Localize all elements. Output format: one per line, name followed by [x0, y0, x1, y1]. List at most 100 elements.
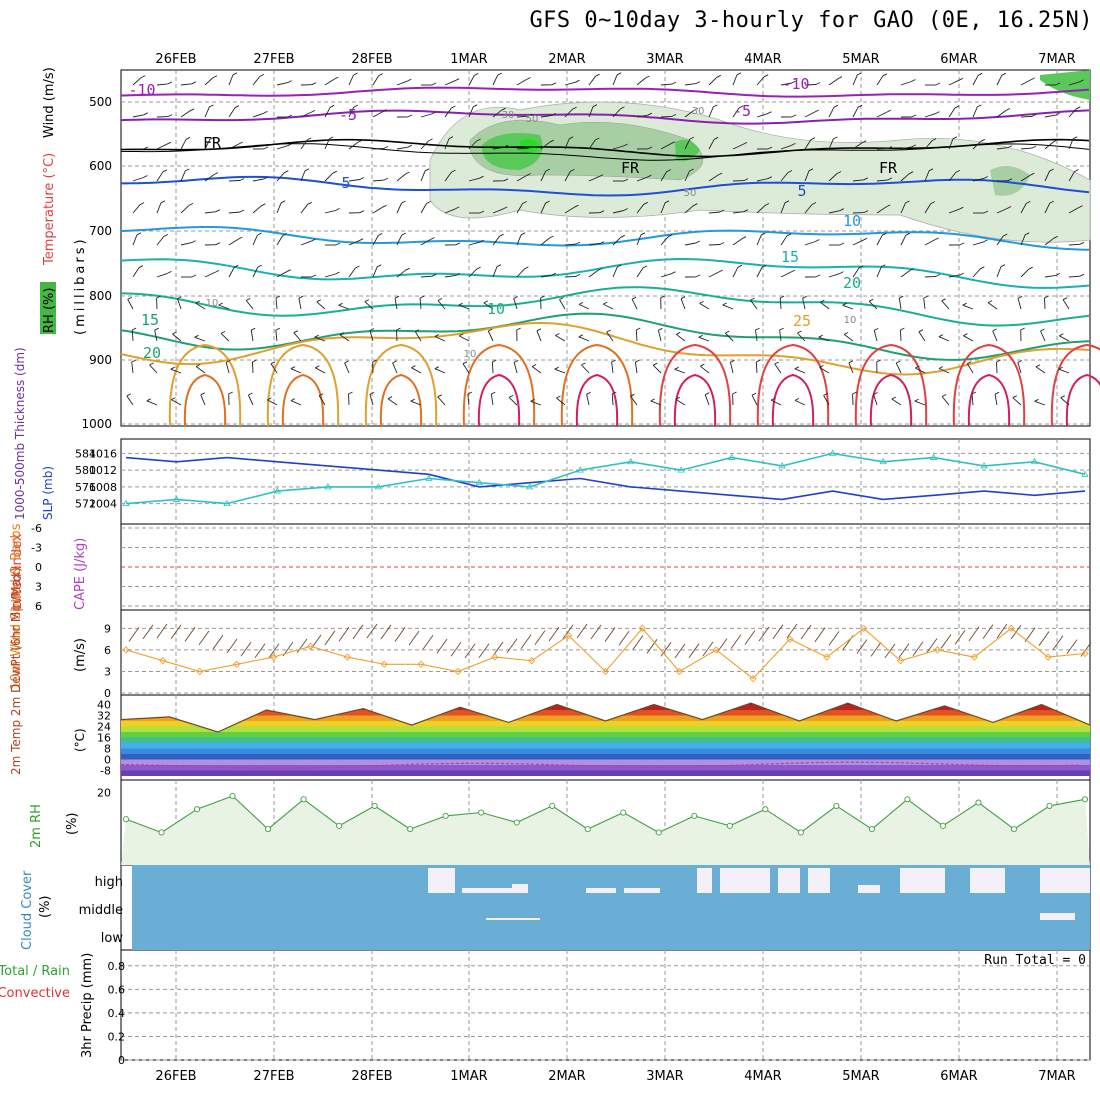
wind-barb-flag	[670, 141, 675, 145]
wind-barb	[660, 202, 666, 214]
wind-barb	[1040, 330, 1046, 342]
wind-barb	[204, 106, 210, 118]
wind-barb-flag	[891, 396, 897, 400]
wind-barb-flag	[1055, 82, 1061, 86]
temp2m-unit-label: (°C)	[73, 728, 87, 752]
wind-barb-flag	[1017, 360, 1023, 363]
wind10m-point	[564, 631, 573, 640]
wind-barb	[468, 75, 475, 86]
rh2m-tick-label: 20	[97, 787, 111, 800]
wind-barb-flag	[437, 394, 442, 398]
temp2m-tick-label: 0	[104, 754, 111, 767]
wind-barb	[437, 396, 446, 406]
temp-band	[121, 710, 1090, 716]
slp-point	[576, 466, 584, 473]
wind-barb	[180, 83, 192, 86]
wind-barb-flag	[578, 334, 584, 338]
wind-barb	[177, 298, 182, 310]
wind-barb-flag	[671, 113, 677, 117]
wind-barb-flag	[743, 209, 749, 213]
wind-barb	[684, 205, 694, 214]
wind-barb	[581, 364, 590, 374]
wind-barb-flag	[270, 361, 276, 365]
wind-barb	[700, 365, 710, 374]
wind-barb-flag	[407, 78, 412, 82]
wind-barb	[794, 399, 806, 406]
wind-barb-flag	[802, 295, 807, 299]
rh-axis-label: RH (%)	[42, 288, 57, 333]
wind-barb	[195, 366, 206, 374]
wind-barb	[324, 78, 335, 86]
wind-barb-flag	[314, 334, 319, 338]
wind10m-barb	[562, 624, 574, 640]
slp-axis-label: SLP (mb)	[41, 466, 55, 520]
wind-barb-flag	[378, 73, 383, 77]
wind10m-barb	[940, 634, 952, 649]
wind10m-barb	[954, 630, 966, 645]
wind-barb-flag	[392, 360, 397, 364]
wind-barb-flag	[156, 295, 161, 299]
wind-barb	[364, 301, 374, 310]
wind-barb-flag	[335, 207, 340, 211]
wind-barb-flag	[1020, 327, 1025, 331]
wind-barb-flag	[1017, 295, 1023, 299]
wind-barb-flag	[426, 201, 431, 204]
wind-barb-flag	[140, 75, 146, 79]
wind-barb-flag	[503, 144, 509, 148]
wind-barb	[780, 235, 788, 246]
isotherm-label: 15	[141, 311, 159, 329]
wind-barb	[898, 298, 902, 310]
wind-barb-flag	[220, 330, 226, 334]
wind-barb	[348, 106, 355, 118]
wind-barb-flag	[699, 300, 704, 304]
wind10m-barb	[212, 634, 224, 650]
wind-barb	[652, 364, 662, 374]
wind-barb	[559, 299, 566, 310]
wind-barb-flag	[755, 327, 760, 331]
wind-barb	[843, 334, 854, 342]
wind-barb-flag	[1030, 77, 1035, 81]
wind-barb-flag	[763, 74, 769, 78]
wind-barb-flag	[599, 210, 605, 214]
temp-band	[121, 759, 1090, 765]
slp-tick-label: 1008	[89, 481, 117, 494]
wind10m-barb	[926, 638, 938, 653]
wind10m-barb	[898, 643, 910, 658]
wind-barb-flag	[873, 327, 879, 331]
wind-barb	[513, 362, 518, 374]
wind-barb	[540, 141, 550, 150]
wind-barb-flag	[1059, 333, 1064, 337]
wind-barb-flag	[167, 270, 172, 274]
precip-tick-label: 0.2	[108, 1030, 126, 1043]
wind-barb	[251, 361, 254, 374]
wind-barb-flag	[1060, 395, 1065, 399]
rh2m-point	[620, 809, 627, 816]
wind-barb-flag	[718, 269, 724, 273]
wind-barb-flag	[1031, 145, 1037, 149]
wind10m-barb	[394, 627, 406, 642]
wind-barb	[492, 266, 498, 278]
wind-barb-flag	[794, 397, 800, 401]
warm-contour-loop	[771, 373, 815, 427]
wind-barb	[804, 84, 817, 86]
wind-barb-flag	[491, 391, 496, 395]
wind-barb	[1020, 79, 1031, 86]
wind-barb	[852, 267, 860, 278]
wind-barb	[132, 204, 141, 214]
wind10m-barb	[408, 630, 420, 646]
wind-barb-flag	[526, 77, 531, 80]
wind-barb	[963, 335, 974, 342]
isotherm-label: 5	[341, 174, 350, 192]
wind10m-point	[823, 653, 831, 661]
wind-barb-flag	[282, 233, 287, 237]
slp-point	[1030, 457, 1039, 465]
wind-barb	[918, 331, 926, 342]
wind-barb	[1060, 397, 1070, 406]
wind-barb	[770, 399, 782, 406]
precip-tick-label: 0	[118, 1054, 125, 1067]
wind-barb	[1020, 115, 1033, 118]
wind-barb-flag	[287, 143, 292, 147]
wind-barb	[492, 146, 504, 150]
wind-barb	[1068, 171, 1075, 182]
rh2m-point	[833, 802, 840, 809]
